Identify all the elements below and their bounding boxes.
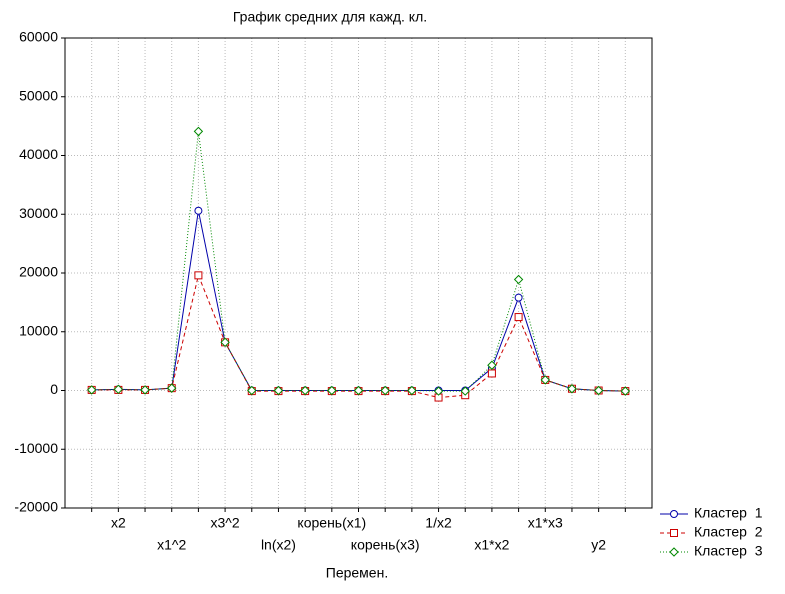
marker: [140, 385, 150, 395]
x-axis-label: Перемен.: [326, 565, 388, 581]
marker: [460, 386, 470, 396]
y-tick-label: 60000: [19, 29, 58, 45]
marker: [113, 384, 124, 395]
x-tick-label: y2: [591, 537, 606, 553]
marker: [567, 384, 577, 394]
marker: [194, 271, 203, 280]
marker: [327, 385, 337, 396]
y-tick-label: 0: [50, 381, 58, 397]
chart-title: График средних для кажд. кл.: [233, 9, 427, 25]
marker: [540, 375, 550, 385]
marker: [194, 206, 203, 215]
marker: [670, 510, 678, 518]
marker: [273, 385, 284, 396]
marker: [167, 383, 177, 393]
marker: [220, 337, 230, 348]
y-tick-label: -10000: [14, 440, 58, 456]
x-tick-label: x1*x3: [528, 515, 563, 531]
y-tick-label: 10000: [19, 322, 58, 338]
marker: [86, 385, 97, 395]
marker: [670, 529, 678, 537]
marker: [514, 293, 523, 302]
plot-frame: [64, 37, 653, 509]
y-tick-label: 30000: [19, 205, 58, 221]
y-tick-label: 20000: [19, 264, 58, 280]
marker: [487, 360, 497, 370]
legend-label: Кластер 1: [694, 505, 763, 521]
marker: [433, 386, 444, 396]
marker: [247, 385, 257, 396]
marker: [669, 547, 679, 557]
marker: [514, 313, 523, 322]
x-tick-label: корень(x1): [297, 515, 366, 531]
x-tick-label: x1^2: [157, 537, 186, 553]
marker: [353, 385, 364, 396]
x-tick-label: ln(x2): [261, 537, 296, 553]
legend-label: Кластер 2: [694, 524, 763, 540]
marker: [380, 385, 390, 396]
x-tick-label: x3^2: [211, 515, 240, 531]
y-tick-label: -20000: [14, 499, 58, 515]
marker: [407, 385, 417, 396]
marker: [593, 385, 604, 396]
x-tick-label: x2: [111, 515, 126, 531]
marker: [193, 126, 204, 137]
y-tick-label: 40000: [19, 146, 58, 162]
marker: [513, 274, 524, 285]
marker: [300, 385, 310, 396]
y-tick-label: 50000: [19, 87, 58, 103]
x-tick-label: x1*x2: [474, 537, 509, 553]
x-tick-label: корень(x3): [351, 537, 420, 553]
marker: [620, 386, 631, 396]
x-tick-label: 1/x2: [425, 515, 452, 531]
legend-label: Кластер 3: [694, 543, 763, 559]
marker: [487, 369, 496, 378]
